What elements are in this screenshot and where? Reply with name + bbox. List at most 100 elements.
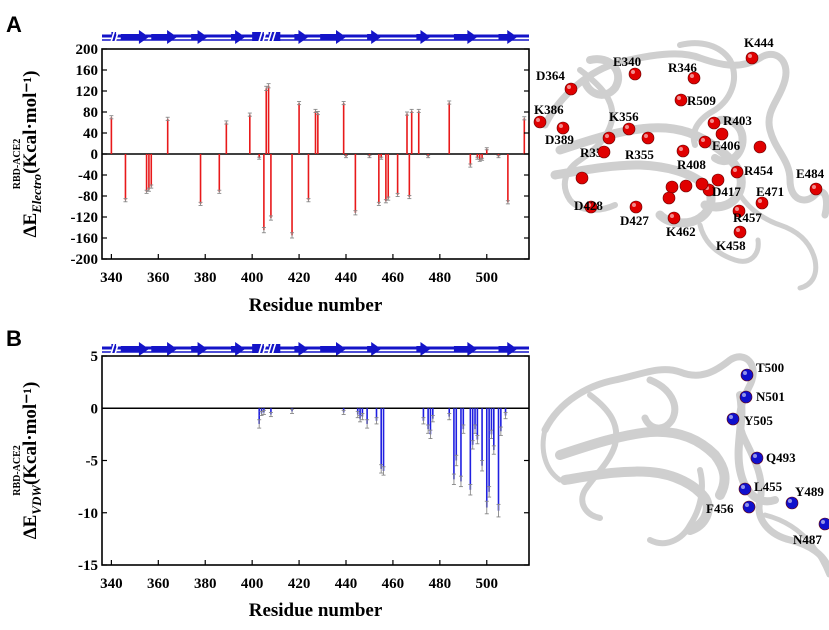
residue-label-e484: E484 — [796, 166, 825, 181]
residue-label-r346: R346 — [668, 60, 697, 75]
electro-sphere-highlight — [670, 214, 674, 218]
residue-label-d428: D428 — [574, 198, 603, 213]
sse-break-mark — [261, 341, 268, 356]
electro-sphere — [809, 182, 823, 196]
y-tick-label: -15 — [78, 558, 98, 574]
sse-strand-arrow — [151, 342, 178, 356]
bar — [504, 408, 507, 416]
electro-sphere — [730, 165, 744, 179]
bar — [270, 408, 272, 415]
sse-strand-arrow — [231, 30, 246, 44]
electro-sphere — [628, 67, 642, 81]
electro-sphere — [695, 177, 709, 191]
residue-label-n487: N487 — [793, 532, 822, 547]
vdw-sphere — [818, 517, 829, 531]
residue-label-y489: Y489 — [795, 484, 824, 499]
electro-sphere-highlight — [710, 119, 714, 123]
sse-break-mark — [109, 341, 116, 356]
x-tick-label: 420 — [288, 270, 311, 286]
electro-sphere-highlight — [631, 70, 635, 74]
x-tick-label: 340 — [100, 576, 123, 592]
residue-label-f456: F456 — [706, 501, 734, 516]
bar — [478, 154, 481, 161]
residue-label-n501: N501 — [756, 389, 785, 404]
panel-letter-a: A — [6, 12, 22, 37]
x-tick-label: 360 — [147, 576, 170, 592]
electro-sphere — [662, 191, 676, 205]
svg-text:ΔEVDW(Kcal·mol⁻¹): ΔEVDW(Kcal·mol⁻¹) — [20, 382, 44, 540]
sse-helix-block — [111, 344, 117, 353]
electro-sphere-highlight — [605, 134, 609, 138]
y-axis-unit: (Kcal·mol⁻¹) — [20, 71, 41, 174]
y-axis-subscript: Electro — [29, 173, 44, 213]
bar — [317, 113, 319, 154]
bar — [497, 408, 500, 511]
vdw-sphere — [726, 412, 740, 426]
electro-sphere — [753, 140, 767, 154]
y-axis-title: ΔEVDW(Kcal·mol⁻¹)RBD-ACE2 — [12, 382, 44, 540]
bar — [427, 408, 429, 430]
y-tick-label: 40 — [83, 126, 98, 142]
sse-strand-arrow — [498, 342, 518, 356]
electro-sphere — [676, 144, 690, 158]
electro-sphere-highlight — [536, 118, 540, 122]
electro-sphere-highlight — [632, 203, 636, 207]
electro-sphere — [564, 82, 578, 96]
bar — [366, 408, 368, 424]
x-tick-label: 440 — [335, 576, 358, 592]
svg-text:ΔEElectro(Kcal·mol⁻¹): ΔEElectro(Kcal·mol⁻¹) — [20, 71, 44, 238]
bar — [448, 408, 451, 417]
electro-sphere-highlight — [587, 203, 591, 207]
residue-label-d364: D364 — [536, 68, 565, 83]
bar — [476, 154, 479, 159]
bar — [455, 408, 458, 461]
bar — [378, 154, 380, 204]
sse-break-mark — [113, 29, 120, 44]
sse-strand-arrow — [498, 30, 518, 44]
rbd-structure-vdw: T500 N501 Y505 Q493 L455 Y489 F456 N487 — [540, 353, 829, 578]
bar — [481, 154, 483, 160]
bar — [148, 154, 150, 190]
x-tick-label: 400 — [241, 270, 264, 286]
bar — [476, 408, 479, 440]
bar — [471, 408, 474, 445]
residue-label-k458: K458 — [716, 238, 746, 253]
sse-strand-arrow — [320, 342, 346, 356]
bar — [150, 154, 153, 187]
bar — [359, 408, 361, 419]
electro-sphere — [711, 173, 725, 187]
electro-sphere — [622, 122, 636, 136]
bar — [263, 154, 265, 231]
bar — [469, 154, 472, 166]
sse-break-mark — [267, 341, 273, 356]
bar — [387, 154, 390, 199]
sse-strand-arrow — [320, 30, 346, 44]
bar — [523, 118, 526, 154]
bar — [432, 408, 434, 419]
sse-strand-arrow — [151, 30, 178, 44]
bar — [270, 154, 272, 219]
electro-sphere-highlight — [701, 138, 705, 142]
sse-strand-arrow — [367, 342, 382, 356]
residue-label-k386: K386 — [534, 102, 564, 117]
vdw-sphere-highlight — [753, 454, 757, 458]
panel-letter-b: B — [6, 326, 22, 351]
electro-sphere — [602, 131, 616, 145]
electro-sphere — [698, 135, 712, 149]
y-axis-delta-e: ΔE — [20, 213, 41, 238]
electro-sphere — [674, 93, 688, 107]
vdw-sphere — [742, 500, 756, 514]
bar — [361, 408, 364, 417]
bar — [291, 154, 293, 236]
residue-label-d427: D427 — [620, 213, 649, 228]
y-tick-label: -80 — [78, 189, 98, 205]
sse-strand-arrow — [416, 30, 431, 44]
sse-break-mark — [113, 341, 120, 356]
bar — [474, 408, 476, 430]
bar — [218, 154, 221, 192]
sse-strand-arrow — [120, 342, 149, 356]
bar — [382, 408, 385, 471]
bar — [422, 408, 425, 421]
sse-break-mark — [271, 341, 277, 356]
